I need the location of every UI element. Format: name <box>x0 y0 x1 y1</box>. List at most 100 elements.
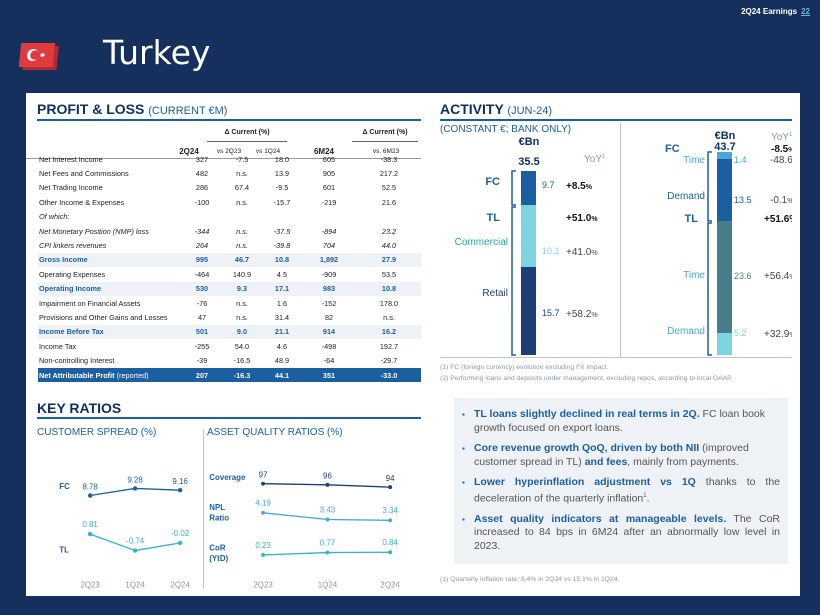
pl-cell: -16.5 <box>233 356 251 366</box>
key-ratios-title: KEY RATIOS <box>37 400 122 416</box>
coverage-data-label: 94 <box>386 474 395 483</box>
spread-x-tick: 2Q23 <box>80 581 100 590</box>
pl-cell: -29.7 <box>380 356 398 366</box>
pl-delta-header-1: Δ Current (%) <box>224 129 270 136</box>
funds-tl-bracket <box>707 222 712 356</box>
pl-cell: 16.2 <box>357 324 421 340</box>
npl-point <box>261 510 265 515</box>
pl-cell: 53.5 <box>381 269 397 279</box>
pl-row-label: Net Fees and Commissions <box>39 169 129 179</box>
funds-demand-fc-bar <box>717 159 732 221</box>
pl-row-label: Net Trading Income <box>39 183 103 193</box>
spread-fc-data-label: 8.78 <box>82 482 98 491</box>
cor-data-label: 0.84 <box>382 538 398 547</box>
turkey-flag-icon <box>18 43 56 67</box>
pl-cell: 9.0 <box>221 324 263 340</box>
spread-tl-point <box>177 540 183 546</box>
pl-cell: 501 <box>183 324 221 340</box>
pl-row: Income Tax -255 54.0 4.6 -498 192.7 <box>38 339 421 353</box>
pl-col-header: vs 1Q24 <box>255 148 281 155</box>
asset-x-tick: 2Q23 <box>253 581 273 590</box>
pl-row-label: Gross Income <box>38 252 183 268</box>
spread-fc-point <box>87 493 93 498</box>
lending-fc-yoy: +8.5% <box>566 181 593 192</box>
pl-row-label: Provisions and Other Gains and Losses <box>39 312 168 322</box>
pl-col-header: 6M24 <box>313 147 334 156</box>
pl-cell: -16.3 <box>221 367 263 383</box>
activity-title: ACTIVITY (JUN-24) <box>440 101 553 117</box>
pl-cell: -152 <box>321 298 337 308</box>
pl-row-label: Income Tax <box>39 341 77 351</box>
activity-divider <box>620 123 621 357</box>
pl-cell: 13.9 <box>274 169 290 179</box>
coverage-data-label: 97 <box>259 471 268 480</box>
pl-col-header: vs 2Q23 <box>216 148 242 155</box>
lending-commercial-bar <box>521 205 536 267</box>
pl-cell: 192.7 <box>379 341 399 351</box>
funds-time-tl-yoy: +56.4% <box>764 271 792 282</box>
pl-table: Net Interest Income 327 -7.5 18.0 605 -38.3 Ne… <box>38 152 421 383</box>
pl-cell: 44.0 <box>381 241 397 251</box>
lending-total: 35.5 <box>518 156 539 168</box>
key-ratios-chart: FC TL 8.78 9.28 9.16 0.81 -0.74 -0.02 2Q23 1Q24 2Q… <box>59 471 400 590</box>
activity-subtitle: (CONSTANT €; BANK ONLY) <box>440 124 572 135</box>
pl-cell: 207 <box>183 367 221 383</box>
lending-fc-label: FC <box>485 176 500 188</box>
pl-cell: 17.1 <box>263 281 301 296</box>
pl-row: Operating Income 530 9.3 17.1 983 10.8 <box>38 281 421 296</box>
pl-cell: 82 <box>324 312 334 322</box>
pl-cell: n.s. <box>236 298 248 308</box>
highlight-item: TL loans slightly declined in real terms… <box>462 408 780 435</box>
page-number[interactable]: 22 <box>801 7 810 16</box>
funds-time-tl-value: 23.6 <box>734 271 752 281</box>
pl-row: Impairment on Financial Assets -76 n.s. 1.6… <box>38 296 421 310</box>
lending-commercial-yoy: +41.0% <box>566 247 598 258</box>
funds-time-fc-yoy: -48.6% <box>770 155 792 166</box>
pl-header-rule <box>26 158 421 159</box>
pl-row: Net Trading Income 286 67.4 -9.5 601 52.5 <box>38 181 421 195</box>
spread-fc-point <box>132 486 138 491</box>
pl-cell: 178.0 <box>379 298 399 308</box>
pl-row: Non-controlling Interest -39 -16.5 48.9 -64 -… <box>38 353 421 367</box>
pl-col-header: 2Q24 <box>179 147 199 156</box>
spread-tl-point <box>87 531 93 537</box>
spread-x-tick: 2Q24 <box>170 581 190 590</box>
pl-cell: 4.5 <box>276 269 288 279</box>
pl-cell: 31.4 <box>274 312 290 322</box>
pl-cell: -498 <box>321 341 337 351</box>
pl-cell <box>221 210 263 224</box>
pl-cell: 983 <box>301 281 357 296</box>
asset-quality-title: ASSET QUALITY RATIOS (%) <box>207 427 343 438</box>
pl-cell: n.s. <box>236 169 248 179</box>
pl-cell: 605 <box>322 154 336 164</box>
highlight-item: Lower hyperinflation adjustment vs 1Q th… <box>462 476 780 506</box>
npl-data-label: 4.19 <box>255 499 271 508</box>
pl-rule <box>37 119 421 121</box>
pl-cell: 482 <box>195 169 209 179</box>
spread-title: CUSTOMER SPREAD (%) <box>37 427 157 438</box>
pl-cell: n.s. <box>383 312 395 322</box>
pl-cell <box>183 210 221 224</box>
funds-demand-fc-value: 13.5 <box>734 195 752 205</box>
pl-cell: 67.4 <box>234 183 250 193</box>
pl-cell: n.s. <box>236 312 248 322</box>
pl-row-label: Income Before Tax <box>38 324 183 340</box>
funds-tl-label: TL <box>685 213 699 225</box>
pl-row-label: CPI linkers revenues <box>39 241 107 251</box>
pl-cell: 4.6 <box>276 341 288 351</box>
coverage-point <box>261 481 265 486</box>
spread-tl-data-label: 0.81 <box>82 520 98 529</box>
lending-fc-value: 9.7 <box>542 180 555 190</box>
pl-cell: -7.5 <box>235 154 249 164</box>
footnote: (1) Quarterly inflation rate: 8.4% in 2Q… <box>440 576 620 583</box>
pl-divider <box>207 141 287 142</box>
pl-row: Other Income & Expenses -100 n.s. -15.7 -219… <box>38 195 421 209</box>
pl-cell: 704 <box>322 241 336 251</box>
pl-cell: 48.9 <box>274 356 290 366</box>
pl-row-label: Of which: <box>39 212 70 222</box>
cor-point <box>325 550 330 555</box>
pl-cell: 47 <box>197 312 207 322</box>
pl-cell: 217.2 <box>379 169 399 179</box>
funds-time-fc-bar <box>717 152 732 159</box>
cor-data-label: 0.23 <box>255 541 271 550</box>
